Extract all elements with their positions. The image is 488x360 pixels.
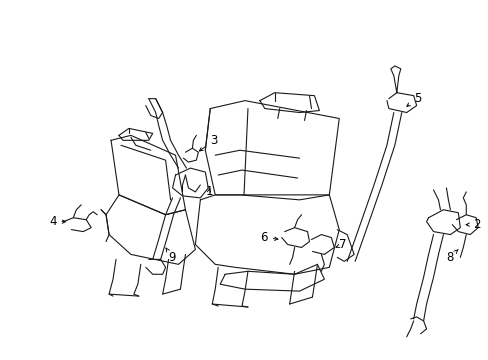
Text: 6: 6 [260,231,277,244]
Text: 7: 7 [335,238,346,251]
Text: 9: 9 [165,248,176,264]
Text: 4: 4 [49,215,65,228]
Text: 3: 3 [199,134,217,151]
Text: 2: 2 [465,218,480,231]
Text: 5: 5 [406,92,420,106]
Text: 1: 1 [205,185,212,198]
Text: 8: 8 [445,249,457,264]
